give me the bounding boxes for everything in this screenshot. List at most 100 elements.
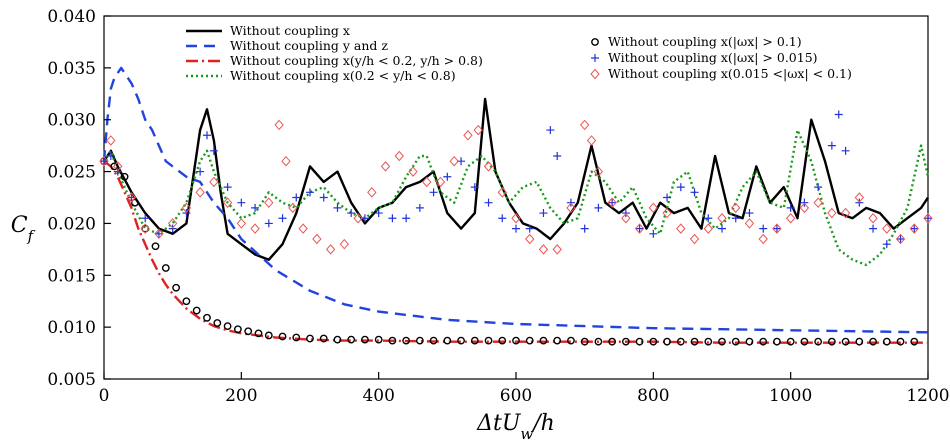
legend-entry: Without coupling y and z [186,38,388,53]
data-point-plus [443,172,452,181]
data-point-plus [484,198,493,207]
data-point-circle [333,335,342,344]
data-point-circle [567,336,575,345]
data-point-circle [361,335,369,344]
legend-entry: Without coupling x(|ωx| > 0.015) [591,50,818,65]
legend-entry: Without coupling x(y/h < 0.2, y/h > 0.8) [186,53,483,68]
y-tick-label: 0.005 [47,370,96,390]
legend-entry: Without coupling x(|ωx| > 0.1) [591,34,802,49]
data-point-diamond [525,233,535,245]
y-tick-label: 0.010 [47,318,96,338]
data-point-plus [306,188,314,197]
data-point-circle [580,337,589,346]
data-point-circle [192,306,201,315]
data-point-plus [415,203,424,212]
data-point-circle [264,331,273,340]
data-point-circle [635,337,644,346]
data-point-circle [718,337,726,346]
data-point-plus [525,224,534,233]
data-point-plus [319,193,328,202]
data-point-plus [251,203,260,212]
data-point-circle [151,242,160,251]
data-point-plus [580,224,589,233]
data-point-plus [882,240,891,249]
data-point-plus [759,224,768,233]
series-4 [100,157,919,346]
data-point-circle [223,322,232,331]
data-point-plus [594,203,603,212]
data-point-circle [745,337,754,346]
data-point-plus [100,157,108,166]
data-point-plus [676,183,685,192]
data-point-circle [498,336,507,345]
series-line [102,66,929,334]
data-point-diamond [590,68,600,80]
data-point-circle [110,162,119,171]
data-point-circle [415,336,424,345]
legend-label: Without coupling x(0.015 <|ωx| < 0.1) [608,66,852,81]
data-point-diamond [607,197,617,208]
data-point-circle [704,337,713,346]
data-point-diamond [552,244,562,255]
data-point-circle [141,224,150,233]
data-point-diamond [288,202,298,214]
ticks-layer: 0 200 400 600 800 1000 1200 0.005 0.010 0.015 0.02… [47,7,949,406]
data-point-circle [484,336,493,345]
y-tick-label: 0.020 [47,214,96,234]
data-point-diamond [717,212,727,224]
data-point-plus [718,224,726,233]
x-axis-label: ΔtUw/h [476,411,555,442]
data-point-diamond [250,223,260,234]
data-point-circle [213,319,222,327]
data-point-circle [388,336,397,345]
data-point-plus [827,141,836,150]
data-point-diamond [181,202,192,214]
data-point-circle [663,337,671,346]
data-point-circle [759,337,768,346]
data-point-diamond [923,212,933,224]
data-point-diamond [312,233,322,245]
legend-label: Without coupling y and z [230,38,388,53]
x-tick-label: 400 [362,386,394,406]
y-tick-label: 0.015 [47,266,96,286]
data-point-diamond [264,197,274,208]
data-point-diamond [854,192,865,203]
x-tick-label: 0 [99,386,110,406]
data-point-circle [525,336,534,345]
y-axis-label: Cf [11,213,36,245]
legend-entry: Without coupling x(0.015 <|ωx| < 0.1) [590,66,852,81]
data-point-plus [333,203,342,212]
data-point-diamond [538,244,549,255]
data-point-plus [690,188,699,197]
x-tick-label: 1200 [906,386,949,406]
data-point-plus [539,209,548,218]
series-5 [100,110,932,249]
data-point-diamond [662,207,672,219]
data-point-circle [814,337,823,346]
data-point-diamond [222,197,233,208]
data-point-diamond [586,135,597,146]
y-tick-label: 0.025 [47,163,96,183]
data-point-plus [591,54,599,62]
data-point-diamond [422,176,432,188]
data-point-plus [512,224,520,233]
data-point-diamond [449,155,459,167]
data-point-diamond [380,161,391,172]
data-point-circle [841,337,850,346]
data-point-diamond [195,187,205,198]
data-point-circle [786,337,795,346]
data-point-diamond [154,228,164,240]
data-point-diamond [772,223,782,234]
legend-label: Without coupling x(0.2 < y/h < 0.8) [230,68,456,83]
data-point-plus [869,224,878,233]
data-point-plus [553,152,562,161]
data-point-diamond [367,187,377,198]
data-point-plus [834,110,843,119]
data-point-diamond [593,166,604,177]
x-tick-label: 800 [637,386,669,406]
data-point-circle [553,336,562,345]
data-point-circle [203,313,211,322]
data-point-circle [690,337,699,346]
data-point-circle [594,337,603,346]
